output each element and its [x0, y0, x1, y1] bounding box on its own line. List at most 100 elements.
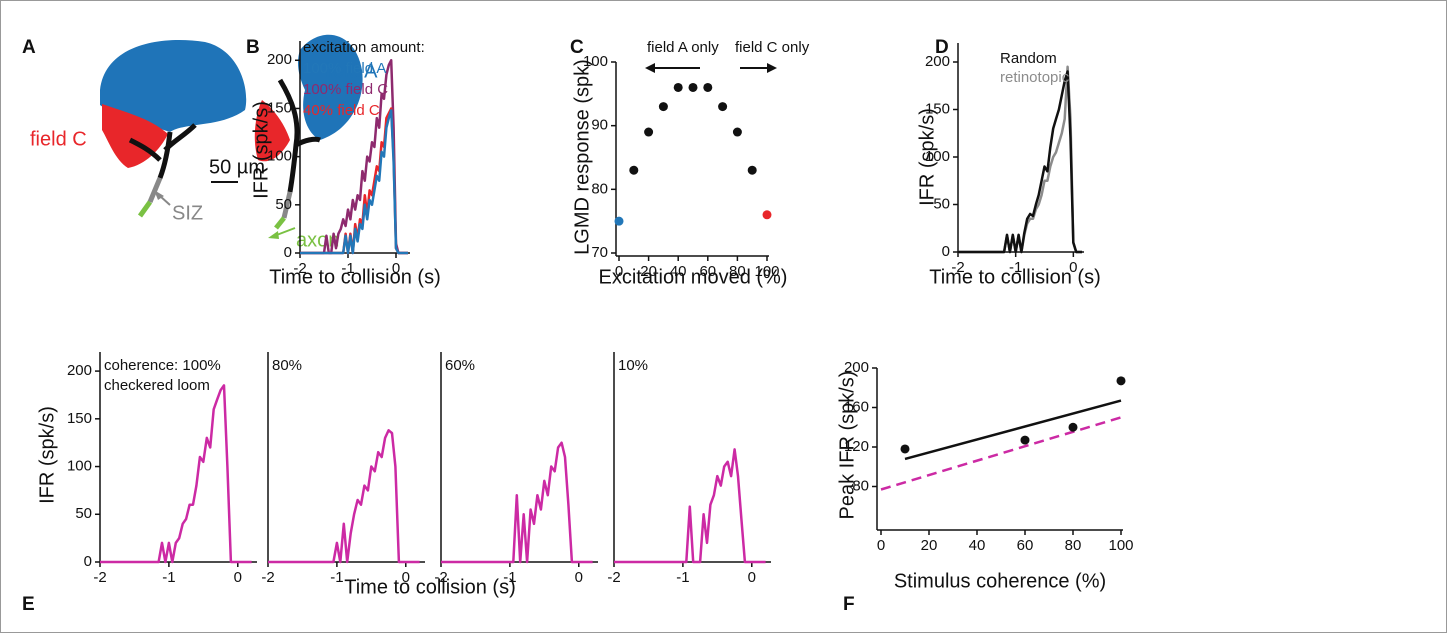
- y-tick-label: 150: [267, 99, 292, 116]
- point: [1116, 376, 1126, 386]
- y-tick-label: 100: [925, 148, 950, 165]
- y-tick-label: 100: [67, 458, 92, 475]
- x-tick-label: 0: [402, 569, 410, 586]
- y-tick-label: 50: [933, 195, 950, 212]
- y-tick-label: 120: [844, 438, 869, 455]
- x-tick-label: 0: [748, 569, 756, 586]
- subplot-title: 60%: [445, 357, 475, 374]
- x-tick-label: 0: [392, 260, 400, 277]
- line-series: [441, 441, 593, 564]
- point: [900, 444, 910, 454]
- subplot-title: 10%: [618, 357, 648, 374]
- y-tick-label: 200: [267, 51, 292, 68]
- x-tick-label: -1: [676, 569, 689, 586]
- point: [673, 82, 683, 92]
- subplot-title: coherence: 100%: [104, 357, 221, 374]
- x-tick-label: -1: [162, 569, 175, 586]
- arrowhead: [645, 63, 655, 73]
- x-tick-label: -2: [261, 569, 274, 586]
- annotation: field A: [323, 60, 378, 82]
- annotation: 50 µm: [209, 156, 265, 178]
- x-tick-label: 20: [640, 263, 657, 280]
- fit-line: [904, 399, 1122, 461]
- neurite: [281, 191, 293, 219]
- subplot-title: 80%: [272, 357, 302, 374]
- y-tick-label: 0: [942, 243, 950, 260]
- point: [1020, 435, 1030, 445]
- x-tick-label: 100: [1108, 537, 1133, 554]
- legend-entry: retinotopic: [1000, 69, 1070, 86]
- fit-line: [880, 416, 1122, 491]
- siz: [137, 200, 153, 218]
- panel-label: F: [843, 594, 855, 615]
- panel-label: E: [22, 594, 35, 615]
- point: [732, 127, 742, 137]
- line-series: [958, 65, 1082, 254]
- point: [658, 102, 668, 112]
- x-tick-label: -1: [503, 569, 516, 586]
- y-tick-label: 150: [67, 410, 92, 427]
- x-axis-label: Excitation moved (%): [599, 266, 788, 288]
- y-tick-label: 100: [267, 148, 292, 165]
- point: [718, 102, 728, 112]
- panel-label: B: [246, 37, 260, 58]
- x-tick-label: -2: [607, 569, 620, 586]
- x-axis-label: Stimulus coherence (%): [894, 570, 1106, 592]
- y-tick-label: 0: [84, 553, 92, 570]
- line-series: [100, 384, 252, 564]
- legend-entry: 100% field C: [303, 81, 388, 98]
- y-tick-label: 160: [844, 398, 869, 415]
- y-tick-label: 200: [925, 53, 950, 70]
- legend-entry: 100% field A: [303, 60, 386, 77]
- x-tick-label: -2: [434, 569, 447, 586]
- field-c-dendrites: [254, 100, 290, 162]
- x-tick-label: 0: [615, 263, 623, 280]
- line-series: [268, 429, 420, 564]
- x-tick-label: 0: [877, 537, 885, 554]
- x-tick-label: -1: [341, 260, 354, 277]
- y-tick-label: 80: [852, 477, 869, 494]
- x-tick-label: 60: [699, 263, 716, 280]
- annotation: SIZ: [172, 202, 203, 224]
- annotation-arrows: [645, 63, 777, 73]
- trunk: [128, 123, 197, 179]
- x-axis-label: Time to collision (s): [344, 576, 516, 598]
- neurite: [147, 177, 163, 203]
- y-axis-label: IFR (spk/s): [36, 406, 58, 504]
- legend-title: excitation amount:: [303, 39, 425, 56]
- x-tick-label: 0: [575, 569, 583, 586]
- point: [703, 82, 713, 92]
- x-tick-label: 20: [921, 537, 938, 554]
- x-tick-label: 100: [754, 263, 779, 280]
- y-tick-label: 70: [591, 244, 608, 261]
- y-tick-label: 80: [591, 180, 608, 197]
- x-tick-label: 60: [1017, 537, 1034, 554]
- x-axis-label: Time to collision (s): [929, 266, 1101, 288]
- panel-label: A: [22, 37, 36, 58]
- panel-label: C: [570, 37, 584, 58]
- axon: [274, 216, 286, 230]
- y-tick-label: 200: [67, 362, 92, 379]
- y-axis-label: Peak IFR (spk/s): [836, 371, 858, 520]
- panel-label: D: [935, 37, 949, 58]
- x-tick-label: 80: [1065, 537, 1082, 554]
- axon-arrowhead: [268, 231, 279, 239]
- y-tick-label: 50: [75, 505, 92, 522]
- x-tick-label: 0: [234, 569, 242, 586]
- x-tick-label: 80: [729, 263, 746, 280]
- siz-arrowhead: [154, 190, 164, 200]
- point: [762, 210, 772, 220]
- x-tick-label: -1: [330, 569, 343, 586]
- neuron-drawing: [100, 34, 363, 239]
- line-series: [300, 109, 408, 255]
- point: [1068, 422, 1078, 432]
- point: [688, 82, 698, 92]
- x-tick-label: -2: [293, 260, 306, 277]
- y-axis-label: IFR (spk/s): [916, 108, 938, 206]
- arrowhead: [767, 63, 777, 73]
- y-tick-label: 0: [284, 244, 292, 261]
- annotation: field C: [30, 128, 87, 150]
- y-tick-label: 200: [844, 359, 869, 376]
- x-tick-label: 40: [969, 537, 986, 554]
